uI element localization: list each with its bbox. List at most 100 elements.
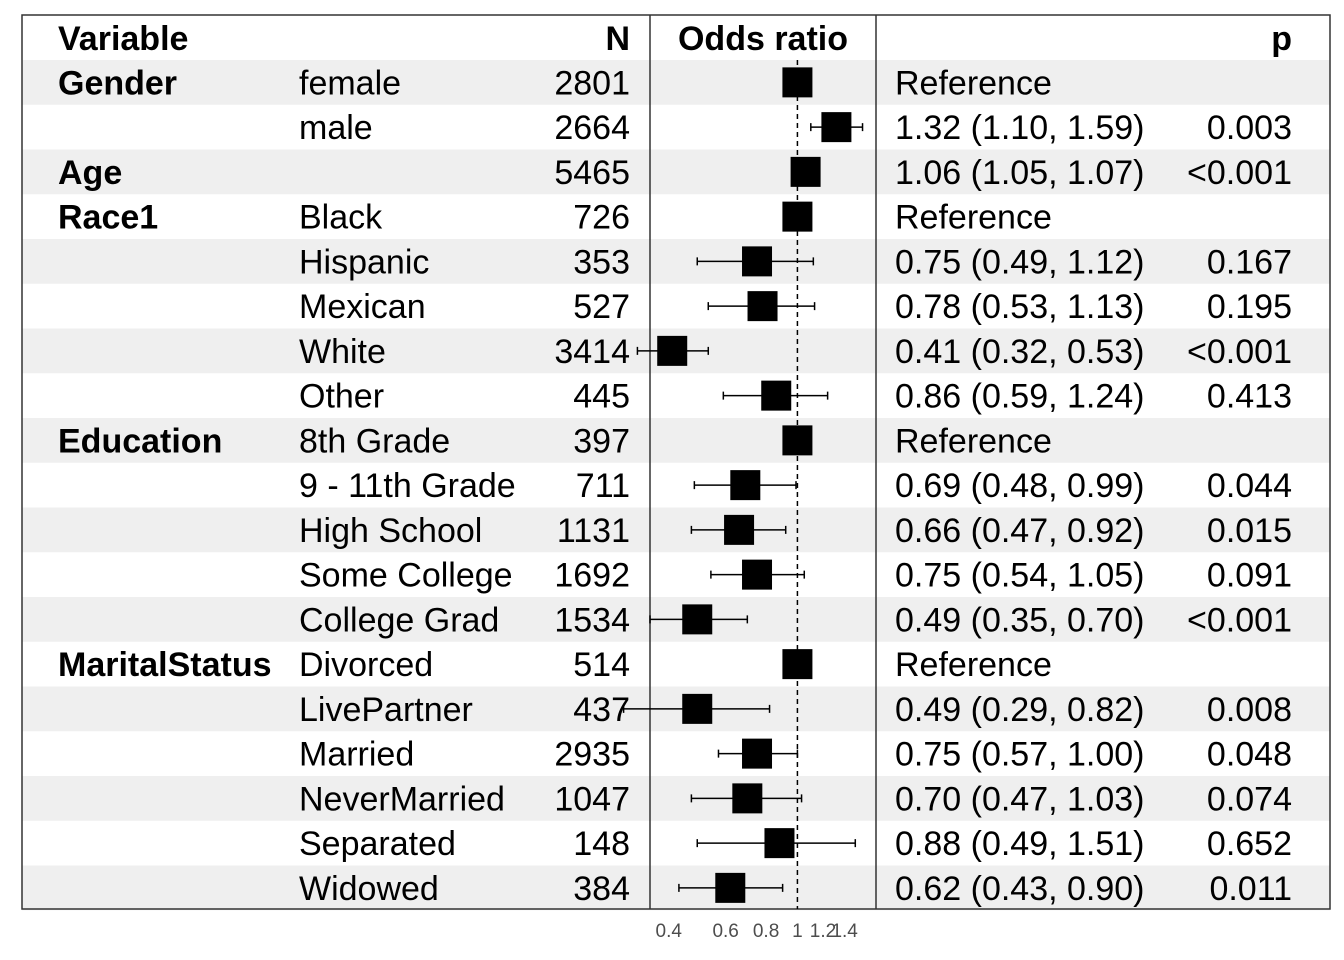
- estimate-text: 0.62 (0.43, 0.90): [895, 870, 1145, 908]
- x-tick-label: 0.4: [655, 921, 682, 942]
- n-value: 445: [573, 378, 630, 416]
- p-value: 0.011: [1209, 870, 1292, 908]
- n-value: 5465: [554, 154, 630, 192]
- p-value: 0.015: [1207, 512, 1292, 550]
- point-estimate: [742, 246, 773, 277]
- point-estimate: [790, 156, 821, 187]
- estimate-text: Reference: [895, 199, 1052, 237]
- point-estimate: [682, 604, 713, 635]
- row-band: [22, 507, 1330, 553]
- n-value: 1692: [554, 557, 630, 595]
- estimate-text: 0.49 (0.29, 0.82): [895, 691, 1145, 729]
- n-value: 2801: [554, 64, 630, 102]
- p-value: <0.001: [1187, 154, 1292, 192]
- n-value: 1534: [554, 601, 630, 639]
- x-tick-label: 1.4: [831, 921, 858, 942]
- p-value: 0.167: [1207, 243, 1292, 281]
- header-p: p: [1271, 20, 1292, 58]
- estimate-text: 0.66 (0.47, 0.92): [895, 512, 1145, 550]
- point-estimate: [782, 201, 813, 232]
- n-value: 148: [573, 825, 630, 863]
- x-tick-label: 0.6: [712, 921, 739, 942]
- n-value: 397: [573, 422, 630, 460]
- row-bands: [22, 60, 1330, 911]
- point-estimate: [782, 649, 813, 680]
- n-value: 384: [573, 870, 630, 908]
- p-value: 0.195: [1207, 288, 1292, 326]
- row-band: [22, 418, 1330, 463]
- plot-frame: [21, 14, 1331, 910]
- row-band: [22, 239, 1330, 284]
- n-value: 726: [573, 199, 630, 237]
- level-label: male: [299, 109, 373, 147]
- level-label: Black: [299, 199, 383, 237]
- p-value: 0.074: [1207, 780, 1292, 818]
- level-label: Mexican: [299, 288, 426, 326]
- p-value: 0.091: [1207, 557, 1292, 595]
- estimate-text: 0.41 (0.32, 0.53): [895, 333, 1145, 371]
- point-estimate: [730, 470, 761, 501]
- estimate-text: 0.78 (0.53, 1.13): [895, 288, 1145, 326]
- p-value: 0.048: [1207, 736, 1292, 774]
- level-label: Separated: [299, 825, 456, 863]
- estimate-text: Reference: [895, 64, 1052, 102]
- n-value: 1131: [557, 512, 630, 550]
- n-value: 2935: [554, 736, 630, 774]
- n-value: 353: [573, 243, 630, 281]
- level-label: Divorced: [299, 646, 433, 684]
- x-tick-label: 1: [792, 921, 803, 942]
- point-estimate: [657, 335, 688, 366]
- estimate-text: Reference: [895, 646, 1052, 684]
- x-tick-label: 0.8: [752, 921, 780, 942]
- group-label: Education: [58, 422, 222, 460]
- header-variable: Variable: [58, 20, 188, 58]
- point-estimate: [724, 514, 755, 545]
- p-value: <0.001: [1187, 333, 1292, 371]
- row-band: [22, 865, 1330, 911]
- table-rows: Gender female 2801 Reference male 2664 1.32 (1…: [58, 64, 1292, 908]
- n-value: 2664: [554, 109, 630, 147]
- n-value: 514: [573, 646, 630, 684]
- point-estimate: [747, 291, 778, 322]
- p-value: 0.044: [1207, 467, 1292, 505]
- level-label: female: [299, 64, 401, 102]
- level-label: White: [299, 333, 386, 371]
- p-value: 0.008: [1207, 691, 1292, 729]
- group-label: Gender: [58, 64, 177, 102]
- frame-border: [21, 14, 1331, 910]
- n-value: 1047: [554, 780, 630, 818]
- level-label: Hispanic: [299, 243, 429, 281]
- p-value: 0.413: [1207, 378, 1292, 416]
- level-label: Widowed: [299, 870, 439, 908]
- header-odds-ratio: Odds ratio: [678, 20, 848, 58]
- header-row: Variable N Odds ratio p: [58, 20, 1292, 58]
- header-n: N: [605, 20, 630, 58]
- level-label: Married: [299, 736, 414, 774]
- n-value: 3414: [554, 333, 630, 371]
- n-value: 437: [573, 691, 630, 729]
- estimate-text: 0.75 (0.57, 1.00): [895, 736, 1145, 774]
- estimate-text: Reference: [895, 422, 1052, 460]
- n-value: 527: [573, 288, 630, 326]
- n-value: 711: [576, 467, 630, 505]
- estimate-text: 0.75 (0.54, 1.05): [895, 557, 1145, 595]
- estimate-text: 0.49 (0.35, 0.70): [895, 601, 1145, 639]
- forest-marks: [622, 60, 864, 909]
- level-label: LivePartner: [299, 691, 473, 729]
- point-estimate: [764, 828, 795, 859]
- p-value: <0.001: [1187, 601, 1292, 639]
- point-estimate: [742, 738, 773, 769]
- point-estimate: [742, 559, 773, 590]
- p-value: 0.652: [1207, 825, 1292, 863]
- level-label: NeverMarried: [299, 780, 505, 818]
- x-tick-label: 1.2: [809, 921, 837, 942]
- row-band: [22, 776, 1330, 821]
- level-label: Some College: [299, 557, 513, 595]
- point-estimate: [782, 425, 813, 456]
- group-label: Age: [58, 154, 122, 192]
- estimate-text: 0.75 (0.49, 1.12): [895, 243, 1145, 281]
- level-label: High School: [299, 512, 482, 550]
- group-label: Race1: [58, 199, 158, 237]
- point-estimate: [682, 693, 713, 724]
